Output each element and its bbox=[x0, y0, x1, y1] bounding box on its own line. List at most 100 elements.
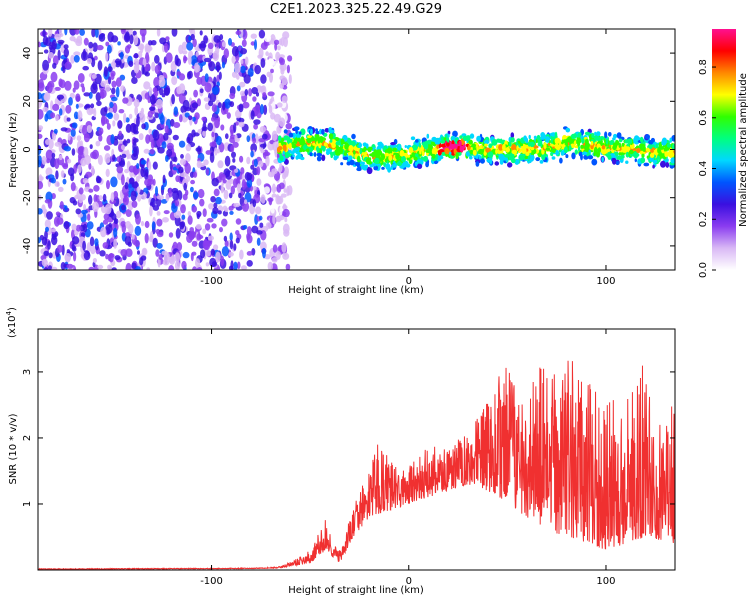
noise-blob bbox=[207, 235, 214, 241]
noise-blob bbox=[75, 224, 82, 232]
noise-blob bbox=[229, 210, 234, 215]
noise-blob bbox=[112, 154, 116, 162]
noise-blob bbox=[213, 188, 220, 197]
noise-blob bbox=[136, 163, 140, 169]
colorbar: 0.0 0.2 0.4 0.6 0.8 Normalized spectral ampl… bbox=[698, 29, 749, 278]
signal-blob bbox=[543, 142, 547, 150]
signal-blob bbox=[577, 133, 581, 138]
noise-blob bbox=[204, 223, 211, 231]
noise-blob bbox=[259, 104, 264, 115]
x-tick-label: -100 bbox=[200, 576, 223, 587]
signal-blob bbox=[601, 144, 606, 150]
signal-blob bbox=[601, 148, 607, 155]
noise-blob bbox=[114, 255, 121, 261]
signal-blob bbox=[388, 154, 393, 162]
noise-blob bbox=[196, 267, 203, 270]
noise-blob bbox=[140, 43, 144, 54]
noise-blob bbox=[285, 263, 291, 270]
signal-blob bbox=[331, 142, 336, 149]
noise-blob bbox=[118, 130, 122, 136]
noise-blob bbox=[97, 154, 103, 166]
signal-blob bbox=[460, 146, 464, 152]
x-tick-label: 0 bbox=[406, 576, 412, 587]
noise-blob bbox=[99, 250, 106, 257]
noise-blob bbox=[151, 221, 156, 231]
noise-blob bbox=[83, 37, 89, 46]
signal-blob bbox=[288, 132, 294, 138]
signal-blob bbox=[365, 157, 371, 165]
noise-blob bbox=[162, 259, 170, 266]
noise-blob bbox=[90, 151, 97, 159]
noise-blob bbox=[168, 265, 175, 270]
spectrogram-heatmap bbox=[38, 29, 675, 270]
signal-blob bbox=[335, 141, 341, 146]
signal-blob bbox=[541, 148, 545, 155]
noise-blob bbox=[64, 80, 72, 91]
signal-blob bbox=[574, 140, 577, 146]
signal-blob bbox=[324, 128, 330, 133]
noise-blob bbox=[182, 99, 190, 111]
noise-blob bbox=[206, 217, 214, 223]
noise-blob bbox=[152, 87, 158, 94]
signal-blob bbox=[321, 154, 326, 162]
noise-blob bbox=[38, 133, 43, 139]
noise-blob bbox=[56, 94, 64, 100]
signal-blob bbox=[527, 155, 531, 160]
noise-blob bbox=[212, 85, 219, 95]
noise-blob bbox=[79, 29, 85, 36]
signal-blob bbox=[443, 137, 447, 141]
noise-blob bbox=[88, 162, 92, 170]
signal-blob bbox=[312, 142, 316, 146]
signal-blob bbox=[478, 148, 484, 155]
noise-blob bbox=[103, 145, 111, 151]
signal-blob bbox=[663, 146, 668, 152]
signal-blob bbox=[342, 156, 349, 161]
noise-blob bbox=[63, 115, 69, 123]
noise-blob bbox=[156, 29, 161, 37]
noise-blob bbox=[125, 123, 132, 133]
noise-blob bbox=[208, 61, 216, 72]
noise-blob bbox=[102, 242, 109, 249]
signal-blob bbox=[431, 153, 436, 159]
noise-blob bbox=[137, 250, 140, 255]
signal-blob bbox=[453, 147, 457, 155]
signal-blob bbox=[580, 153, 583, 161]
noise-blob bbox=[59, 201, 64, 210]
signal-blob bbox=[373, 165, 379, 171]
noise-blob bbox=[111, 221, 119, 232]
noise-blob bbox=[190, 186, 194, 193]
signal-blob bbox=[299, 138, 305, 146]
noise-blob bbox=[83, 146, 89, 158]
noise-blob bbox=[192, 38, 197, 48]
noise-blob bbox=[75, 39, 83, 47]
noise-blob bbox=[255, 206, 262, 215]
noise-blob bbox=[159, 114, 165, 125]
noise-blob bbox=[211, 116, 216, 122]
noise-blob bbox=[222, 205, 228, 211]
noise-blob bbox=[128, 223, 134, 235]
noise-blob bbox=[280, 64, 284, 72]
noise-blob bbox=[42, 59, 50, 71]
noise-blob bbox=[224, 98, 231, 109]
x-tick-label: 100 bbox=[596, 576, 615, 587]
noise-blob bbox=[75, 93, 81, 102]
noise-blob bbox=[68, 97, 73, 106]
signal-blob bbox=[344, 143, 350, 150]
signal-blob bbox=[498, 144, 504, 151]
signal-blob bbox=[297, 137, 301, 142]
noise-blob bbox=[178, 83, 186, 95]
signal-blob bbox=[660, 160, 666, 168]
noise-blob bbox=[70, 182, 76, 192]
noise-blob bbox=[174, 199, 180, 207]
signal-blob bbox=[510, 137, 515, 143]
noise-blob bbox=[238, 103, 244, 113]
noise-blob bbox=[179, 158, 186, 165]
signal-blob bbox=[390, 142, 396, 146]
noise-blob bbox=[230, 145, 235, 153]
signal-blob bbox=[381, 154, 384, 160]
noise-blob bbox=[149, 148, 155, 155]
noise-blob bbox=[282, 31, 290, 40]
signal-blob bbox=[468, 139, 473, 145]
noise-blob bbox=[44, 219, 51, 229]
